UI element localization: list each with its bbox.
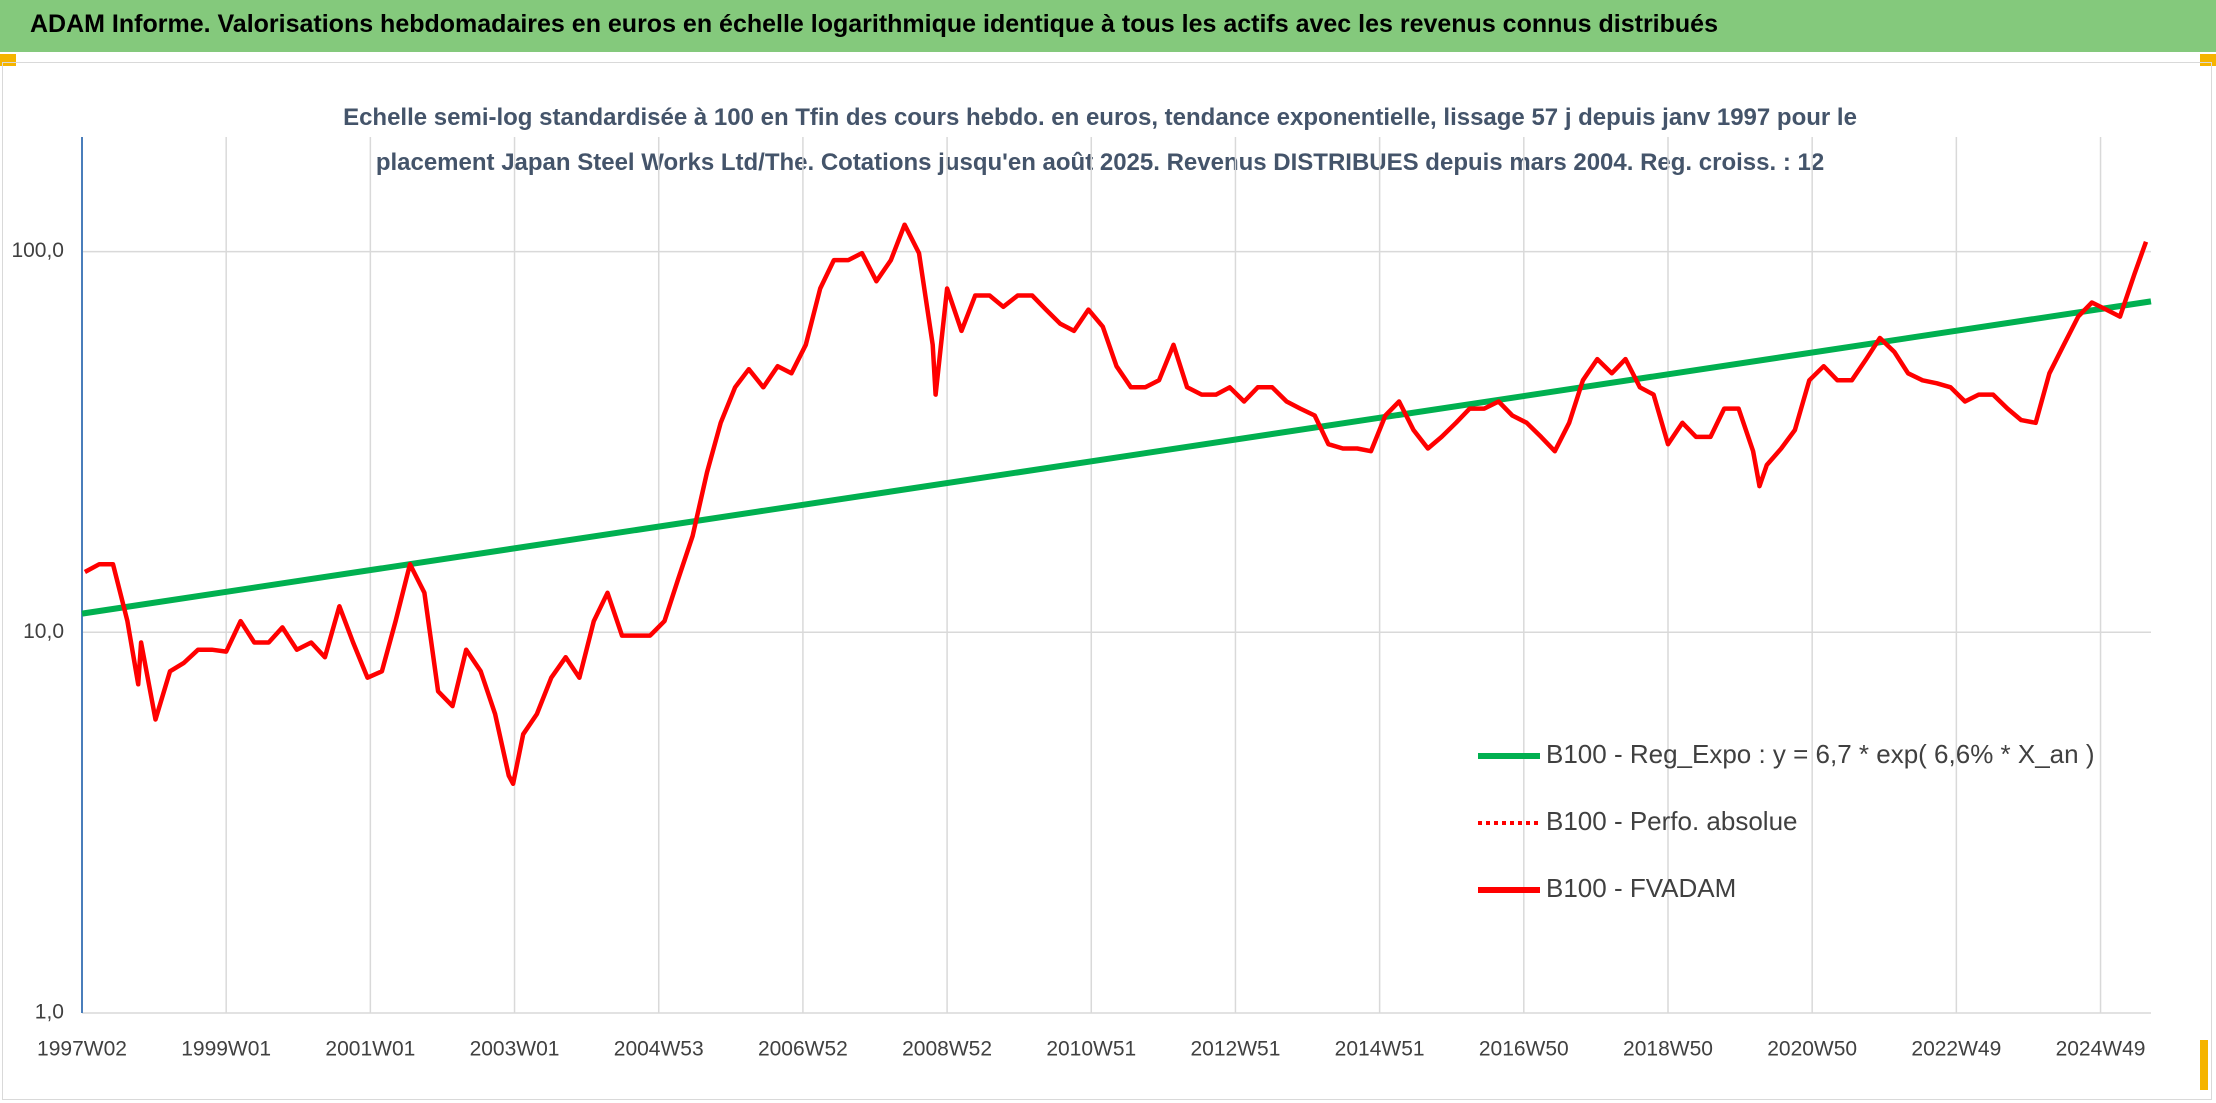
- x-tick-label: 2014W51: [1335, 1038, 1425, 1061]
- legend-label: B100 - Perfo. absolue: [1546, 806, 1798, 836]
- legend-label: B100 - FVADAM: [1546, 873, 1736, 903]
- x-tick-label: 2022W49: [1911, 1038, 2001, 1061]
- x-tick-label: 2018W50: [1623, 1038, 1713, 1061]
- page-title: ADAM Informe. Valorisations hebdomadaire…: [30, 10, 1718, 38]
- series-line: [83, 222, 2149, 787]
- x-tick-label: 2024W49: [2056, 1038, 2146, 1061]
- x-tick-label: 2008W52: [902, 1038, 992, 1061]
- series-line: [81, 298, 2152, 617]
- y-tick-label: 10,0: [23, 620, 64, 643]
- chart-frame: [2, 62, 2212, 1100]
- chart-subtitle: Echelle semi-log standardisée à 100 en T…: [343, 104, 1857, 176]
- corner-mark: [2200, 54, 2216, 66]
- x-tick-label: 2012W51: [1190, 1038, 1280, 1061]
- y-tick-label: 100,0: [11, 239, 64, 262]
- x-tick-label: 2001W01: [325, 1038, 415, 1061]
- x-tick-label: 2004W53: [614, 1038, 704, 1061]
- x-tick-label: 2010W51: [1046, 1038, 1136, 1061]
- x-tick-label: 2020W50: [1767, 1038, 1857, 1061]
- y-tick-label: 1,0: [35, 1001, 64, 1024]
- corner-mark: [0, 54, 16, 66]
- legend-label: B100 - Reg_Expo : y = 6,7 * exp( 6,6% * …: [1546, 739, 2095, 769]
- header-bar: ADAM Informe. Valorisations hebdomadaire…: [0, 0, 2216, 52]
- x-tick-label: 2003W01: [470, 1038, 560, 1061]
- x-tick-label: 2006W52: [758, 1038, 848, 1061]
- x-tick-label: 2016W50: [1479, 1038, 1569, 1061]
- corner-mark: [2200, 1040, 2208, 1090]
- x-tick-label: 1997W02: [37, 1038, 127, 1061]
- x-tick-label: 1999W01: [181, 1038, 271, 1061]
